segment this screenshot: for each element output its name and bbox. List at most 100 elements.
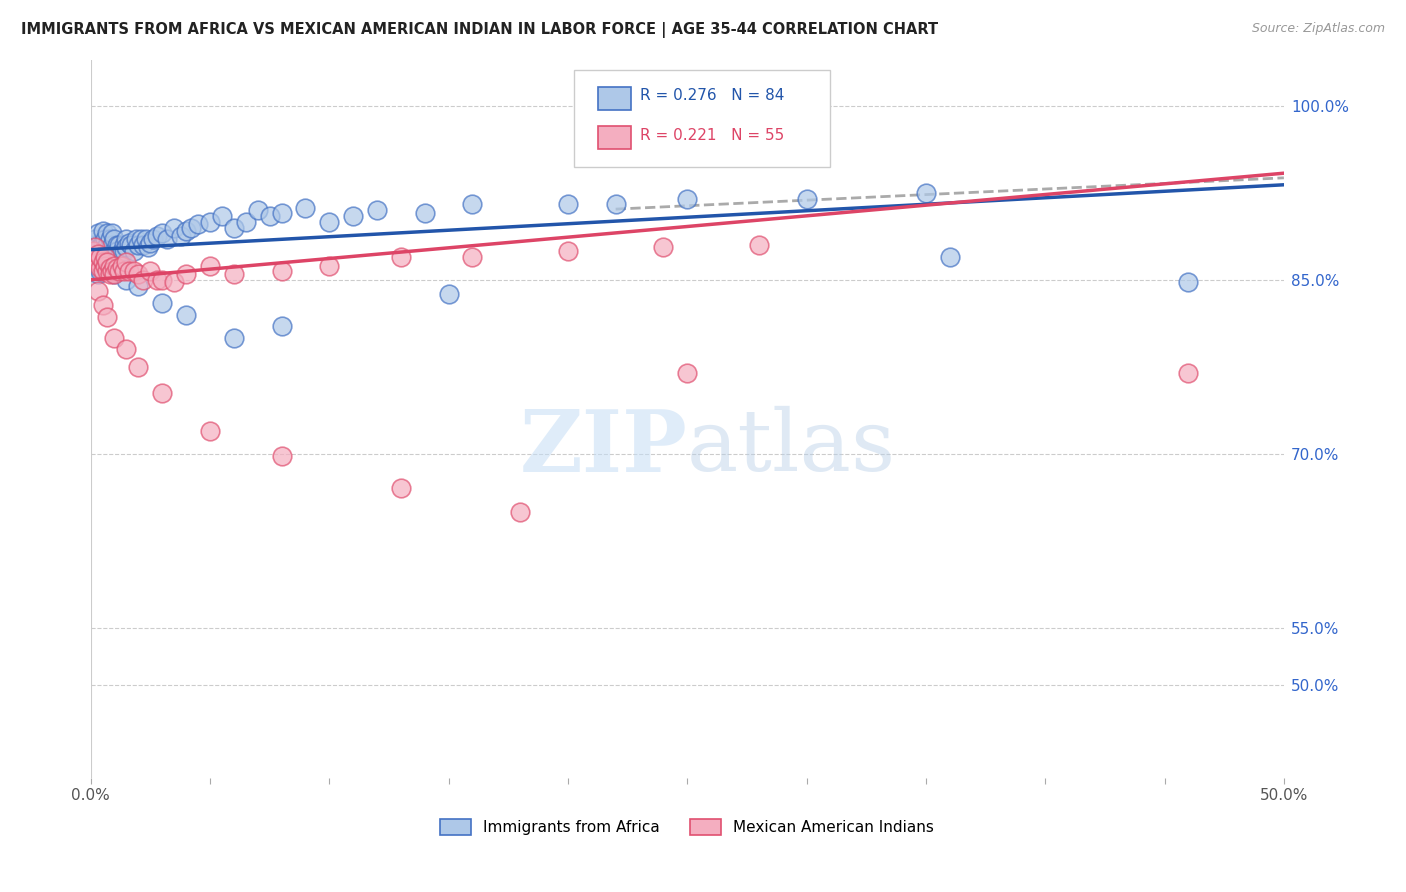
Point [294,201,316,215]
Point [91,263,114,277]
Point [115,255,138,269]
Point [103,250,125,264]
Point [413,205,436,219]
Point [557,244,579,258]
Point [82,238,104,252]
Point [120,238,142,252]
Point [198,424,221,438]
Point [111,244,134,258]
Point [112,244,135,258]
Point [180,220,202,235]
Text: Source: ZipAtlas.com: Source: ZipAtlas.com [1251,22,1385,36]
Point [174,267,197,281]
Point [98,267,121,281]
Point [89,250,111,264]
Point [127,359,149,374]
Point [103,331,125,345]
Point [103,244,125,258]
Point [84,240,107,254]
Point [112,263,135,277]
Point [115,343,138,357]
Point [87,267,110,281]
Point [98,232,121,246]
Point [103,232,125,246]
Point [222,331,245,345]
Point [198,259,221,273]
Point [125,232,148,246]
Point [259,209,281,223]
Point [211,209,233,223]
Point [342,209,364,223]
Point [122,263,145,277]
Point [318,215,340,229]
Point [96,227,118,241]
Point [96,255,118,269]
Point [557,197,579,211]
Point [101,227,124,241]
Point [87,238,110,252]
Point [87,250,110,264]
Point [270,319,292,334]
Text: IMMIGRANTS FROM AFRICA VS MEXICAN AMERICAN INDIAN IN LABOR FORCE | AGE 35-44 COR: IMMIGRANTS FROM AFRICA VS MEXICAN AMERIC… [21,22,938,38]
Point [270,449,292,463]
Point [112,238,135,252]
Point [111,259,134,273]
Point [150,296,173,310]
Point [89,261,111,276]
Point [163,275,186,289]
Point [246,203,269,218]
Point [652,240,675,254]
Point [187,217,209,231]
Point [118,263,141,277]
Point [170,228,193,243]
Point [96,259,118,273]
Point [103,267,125,281]
Point [796,192,818,206]
Legend: Immigrants from Africa, Mexican American Indians: Immigrants from Africa, Mexican American… [440,819,934,835]
Point [115,273,138,287]
Point [222,220,245,235]
Point [134,232,156,246]
Point [939,250,962,264]
Point [139,263,162,277]
Point [163,220,186,235]
Point [101,263,124,277]
Point [146,228,169,243]
Point [270,205,292,219]
Point [676,366,699,380]
Point [82,244,104,258]
Point [91,247,114,261]
Point [122,244,145,258]
Point [198,215,221,229]
Point [105,261,128,276]
Point [150,227,173,241]
Point [174,308,197,322]
Point [103,259,125,273]
Point [91,235,114,250]
Point [127,238,149,252]
Point [509,505,531,519]
Point [389,250,412,264]
Text: R = 0.276   N = 84: R = 0.276 N = 84 [640,88,785,103]
Bar [598,127,631,150]
Point [129,232,152,246]
Point [89,252,111,266]
Point [105,238,128,252]
Point [82,250,104,264]
Point [96,263,118,277]
Point [127,278,149,293]
Point [91,224,114,238]
Point [91,298,114,312]
Point [89,240,111,254]
Point [915,186,938,200]
Point [108,238,131,252]
Point [174,224,197,238]
Point [96,310,118,324]
Point [1177,366,1199,380]
Point [146,273,169,287]
Point [139,235,162,250]
Point [366,203,388,218]
FancyBboxPatch shape [574,70,831,168]
Point [94,244,117,258]
Point [437,286,460,301]
